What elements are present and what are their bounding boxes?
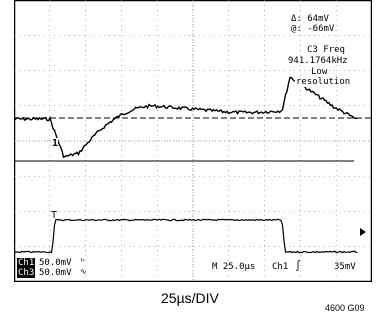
measurement-title: C3 Freq — [307, 45, 345, 55]
ch3-ground-marker: T — [51, 210, 58, 221]
measurement-value: 941.1764kHz — [288, 56, 348, 66]
ch1-ground-marker: 1 — [52, 138, 59, 149]
ch1-scale: 50.0mV — [39, 258, 72, 268]
ch3-bandwidth-icon: ∿ — [80, 267, 87, 276]
ch3-label: Ch3 — [17, 268, 36, 278]
oscilloscope-screen — [13, 0, 373, 283]
cursor-delta-readout: Δ: 64mV — [291, 14, 329, 24]
ch1-label: Ch1 — [17, 258, 36, 268]
ch1-bandwidth-icon: ʰ — [80, 257, 85, 266]
oscilloscope-display: Δ: 64mV @: -66mV C3 Freq 941.1764kHz Low… — [13, 0, 373, 283]
trigger-slope-icon: ∫ — [295, 261, 302, 272]
trigger-level-marker-icon — [360, 228, 366, 236]
graticule — [14, 0, 372, 282]
trigger-level: 35mV — [334, 262, 356, 272]
trigger-source: Ch1 — [272, 262, 289, 272]
cursor-at-readout: @: -66mV — [291, 24, 335, 34]
ch3-waveform — [13, 218, 358, 254]
measurement-note-low: Low — [310, 67, 329, 77]
time-per-division-label: 25µs/DIV — [161, 290, 219, 306]
ch3-scale: 50.0mV — [39, 268, 72, 278]
figure-id: 4600 G09 — [325, 303, 365, 313]
timebase-readout: M 25.0µs — [212, 262, 256, 272]
measurement-note-resolution: resolution — [295, 77, 352, 87]
